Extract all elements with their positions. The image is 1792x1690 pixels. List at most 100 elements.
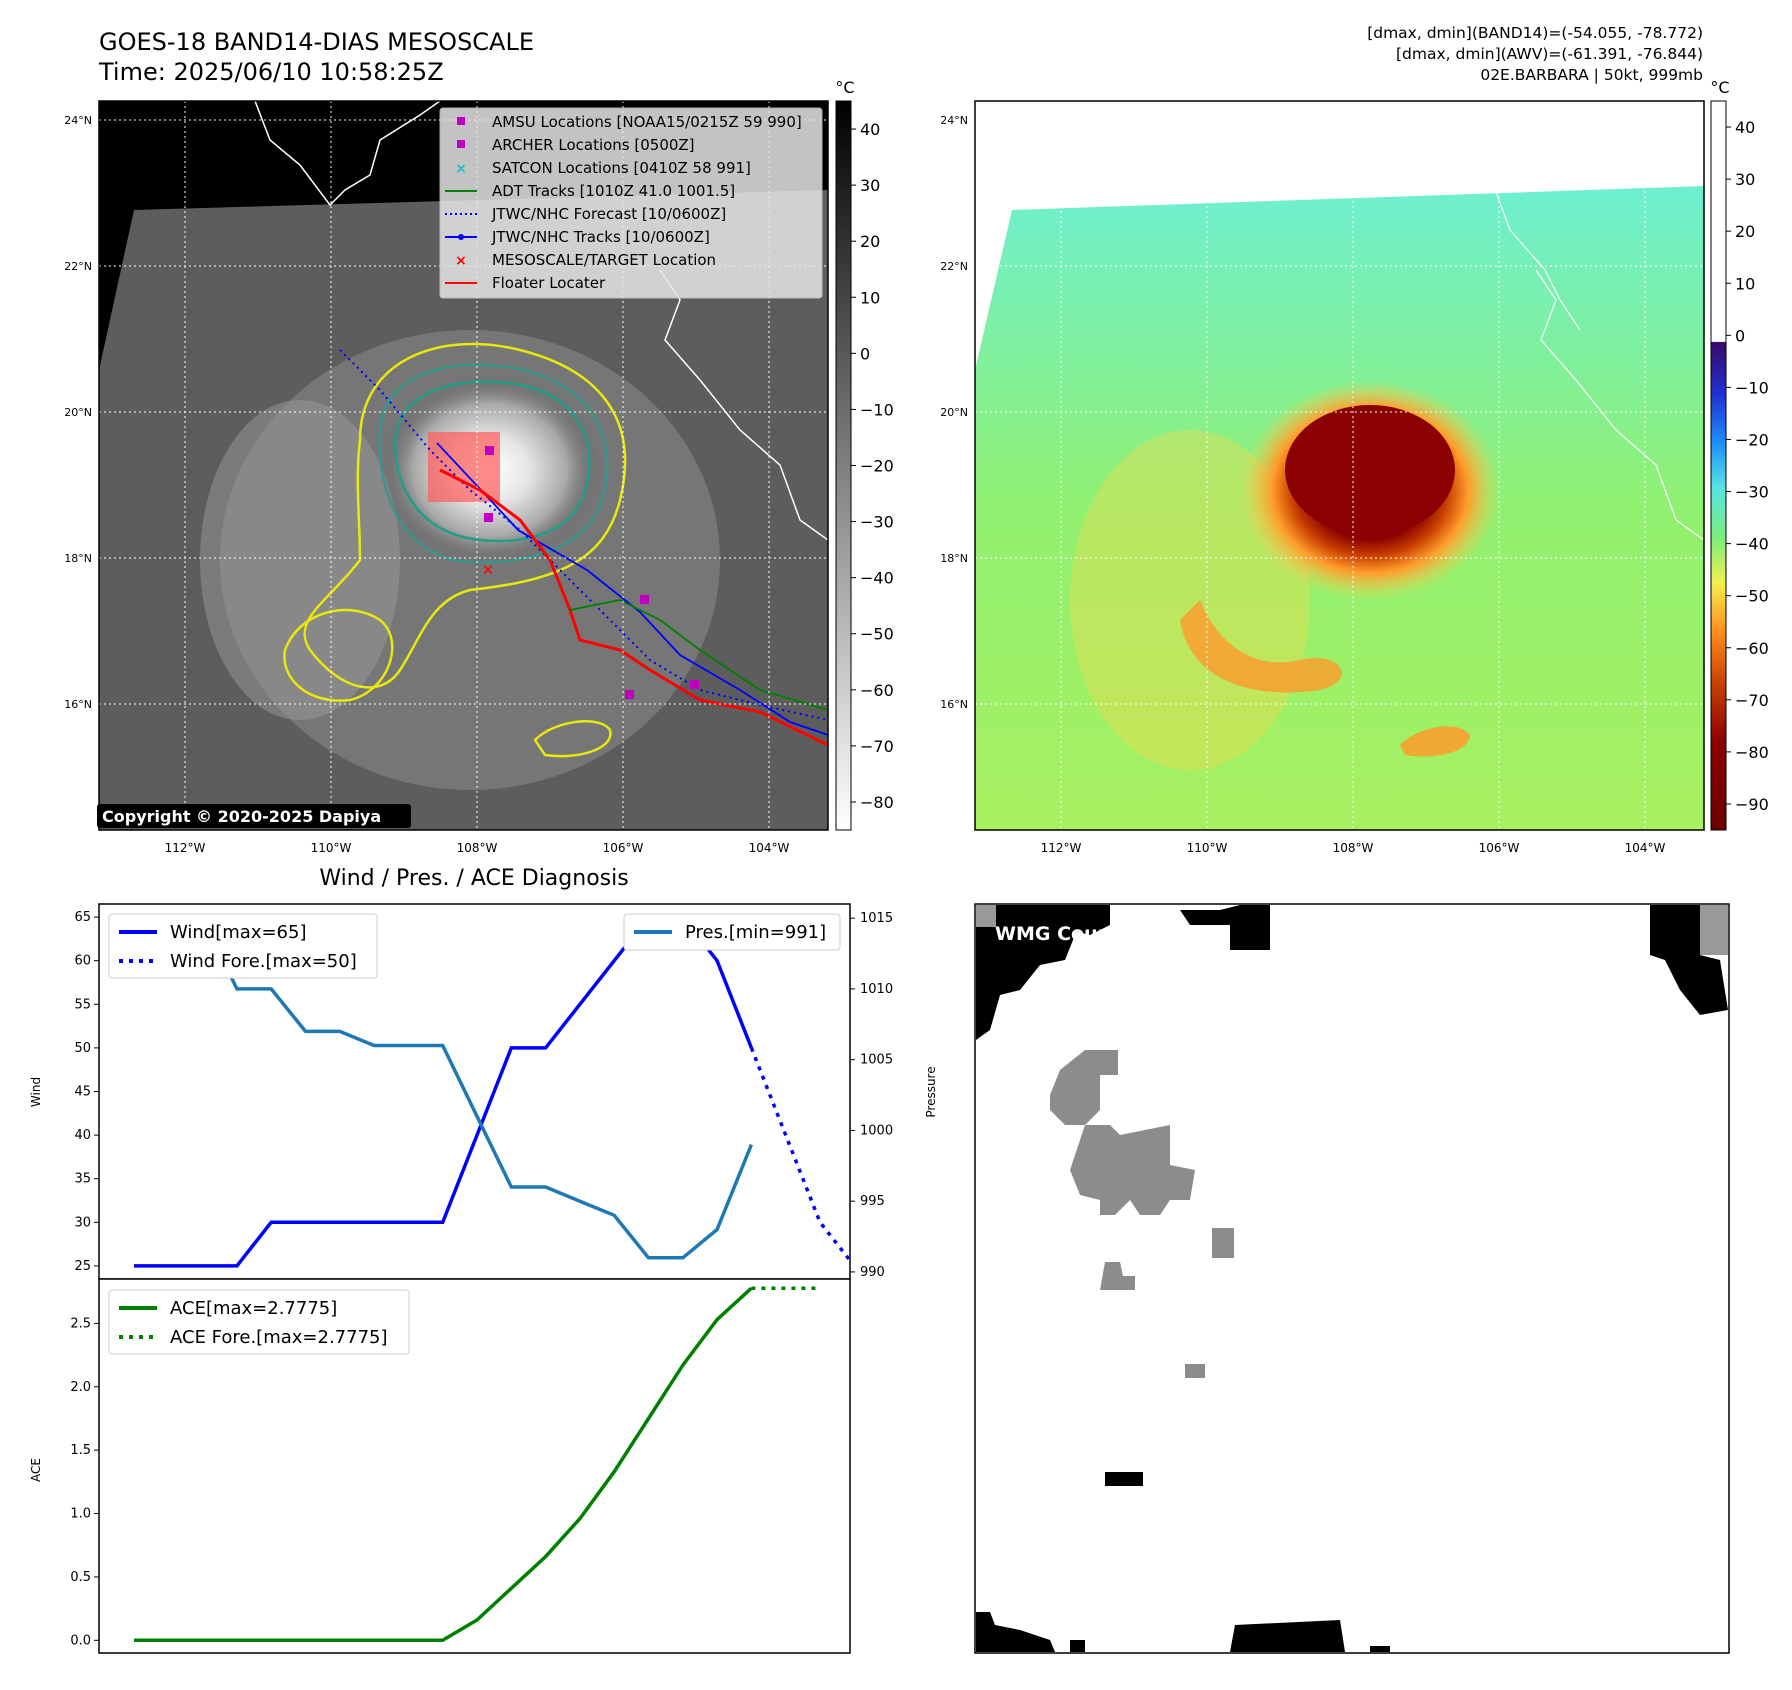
ace-chart: 0.0 0.5 1.0 1.5 2.0 2.5 ACE ACE[max=2.7775] A… bbox=[29, 1278, 851, 1654]
ace-line bbox=[134, 1286, 753, 1643]
wind-pressure-chart: 25 30 35 40 45 50 55 60 65 990 995 1000 1005 1010 1015… bbox=[29, 903, 938, 1280]
band-contour bbox=[283, 608, 394, 702]
lat-label: 20°N bbox=[940, 406, 968, 419]
legend-item: × MESOSCALE/TARGET Location bbox=[455, 251, 716, 269]
colorbar-tick-label: 30 bbox=[860, 176, 880, 195]
island-cloud bbox=[1400, 726, 1470, 757]
legend-item: JTWC/NHC Tracks [10/0600Z] bbox=[445, 228, 710, 246]
legend-label: JTWC/NHC Forecast [10/0600Z] bbox=[491, 205, 726, 223]
pressure-tick-label: 1005 bbox=[860, 1053, 893, 1068]
mask-gray-region bbox=[1212, 1228, 1234, 1258]
wind-tick-label: 35 bbox=[74, 1172, 91, 1187]
outer-band bbox=[1180, 600, 1342, 693]
lat-label: 16°N bbox=[940, 698, 968, 711]
legend-item: ARCHER Locations [0500Z] bbox=[457, 136, 695, 154]
coastline-baja bbox=[254, 101, 441, 207]
colorbar-tick-label: −20 bbox=[860, 457, 894, 476]
colorbar-tick-label: −70 bbox=[1735, 691, 1769, 710]
colorbar-tick-label: 10 bbox=[860, 288, 880, 307]
wind-tick-label: 60 bbox=[74, 954, 91, 969]
legend-ace-forecast: ACE Fore.[max=2.7775] bbox=[170, 1327, 388, 1348]
mask-black-region bbox=[1370, 1646, 1390, 1652]
lon-label: 108°W bbox=[1333, 841, 1374, 855]
mask-black-region bbox=[1105, 1472, 1143, 1486]
mask-black-region bbox=[976, 905, 1075, 1040]
ir-map-panel: × AMSU Locations [NOAA15/0215Z 59 990] AR… bbox=[64, 100, 829, 855]
lat-label: 18°N bbox=[64, 552, 92, 565]
colorbar-tick-label: 20 bbox=[1735, 222, 1755, 241]
lon-label: 108°W bbox=[457, 841, 498, 855]
lon-label: 104°W bbox=[1625, 841, 1666, 855]
floater-box bbox=[428, 432, 500, 502]
best-track bbox=[436, 442, 828, 736]
colorbar-tick-label: 10 bbox=[1735, 274, 1755, 293]
legend-marker-x: × bbox=[455, 253, 467, 269]
legend-item: × SATCON Locations [0410Z 58 991] bbox=[455, 159, 751, 177]
legend-label: ARCHER Locations [0500Z] bbox=[492, 136, 695, 154]
mask-black-region bbox=[1180, 905, 1270, 950]
lon-label: 106°W bbox=[1479, 841, 1520, 855]
lon-label: 110°W bbox=[311, 841, 352, 855]
lat-label: 22°N bbox=[64, 260, 92, 273]
color-colorbar-unit: °C bbox=[1710, 78, 1729, 97]
mask-gray-region bbox=[1070, 1125, 1195, 1215]
colorbar-tick-label: −30 bbox=[1735, 483, 1769, 502]
wind-tick-label: 30 bbox=[74, 1215, 91, 1230]
legend-item: Floater Locater bbox=[445, 274, 606, 292]
wind-tick-label: 50 bbox=[74, 1041, 91, 1056]
lat-label: 24°N bbox=[64, 114, 92, 127]
lat-label: 20°N bbox=[64, 406, 92, 419]
stats-storm: 02E.BARBARA | 50kt, 999mb bbox=[1480, 66, 1703, 84]
legend-ace: ACE[max=2.7775] bbox=[170, 1298, 337, 1319]
ace-legend: ACE[max=2.7775] ACE Fore.[max=2.7775] bbox=[108, 1289, 410, 1355]
legend-wind: Wind[max=65] bbox=[170, 922, 307, 943]
ace-axis-label: ACE bbox=[29, 1458, 43, 1482]
copyright-text: Copyright © 2020-2025 Dapiya bbox=[102, 807, 381, 826]
figure-time: Time: 2025/06/10 10:58:25Z bbox=[98, 58, 444, 86]
archer-marker bbox=[690, 680, 699, 689]
lon-label: 104°W bbox=[749, 841, 790, 855]
wind-legend: Wind[max=65] Wind Fore.[max=50] bbox=[108, 913, 378, 979]
archer-marker bbox=[484, 513, 493, 522]
lon-label: 112°W bbox=[165, 841, 206, 855]
color-colorbar: °C 40 30 20 10 0 −10 −20 −30 −40 −50 −60 −70 −80 −90 bbox=[1710, 78, 1769, 831]
figure-title: GOES-18 BAND14-DIAS MESOSCALE bbox=[99, 28, 534, 56]
lon-label: 112°W bbox=[1041, 841, 1082, 855]
forecast-track bbox=[339, 349, 828, 721]
legend-pressure: Pres.[min=991] bbox=[685, 922, 826, 943]
wind-tick-label: 65 bbox=[74, 910, 91, 925]
colorbar-tick-label: −20 bbox=[1735, 430, 1769, 449]
legend-marker-x: × bbox=[455, 161, 467, 177]
coastline-mexico bbox=[659, 269, 828, 541]
colorbar-tick-label: −60 bbox=[1735, 639, 1769, 658]
storm-contour-mid bbox=[378, 363, 609, 564]
legend-marker-square bbox=[457, 140, 465, 148]
colorbar-tick-label: −80 bbox=[1735, 743, 1769, 762]
legend-marker-square bbox=[457, 117, 465, 125]
colorbar-tick-label: −50 bbox=[860, 625, 894, 644]
legend-item: AMSU Locations [NOAA15/0215Z 59 990] bbox=[457, 113, 802, 131]
stats-awv: [dmax, dmin](AWV)=(-61.391, -76.844) bbox=[1396, 45, 1703, 63]
legend-item: JTWC/NHC Forecast [10/0600Z] bbox=[445, 205, 726, 223]
wind-tick-label: 40 bbox=[74, 1128, 91, 1143]
colorbar-tick-label: 40 bbox=[860, 120, 880, 139]
coastline-baja bbox=[1495, 191, 1581, 331]
mask-black-region bbox=[1230, 1620, 1345, 1652]
legend-item: ADT Tracks [1010Z 41.0 1001.5] bbox=[445, 182, 735, 200]
archer-marker bbox=[640, 595, 649, 604]
mask-black-region bbox=[1070, 1640, 1085, 1652]
legend-label: ADT Tracks [1010Z 41.0 1001.5] bbox=[492, 182, 735, 200]
colorbar-tick-label: 0 bbox=[860, 344, 870, 363]
colorbar-tick-label: 20 bbox=[860, 232, 880, 251]
mask-gray-region bbox=[1185, 1364, 1205, 1378]
lat-label: 16°N bbox=[64, 698, 92, 711]
legend-label: SATCON Locations [0410Z 58 991] bbox=[492, 159, 751, 177]
pressure-tick-label: 990 bbox=[860, 1265, 885, 1280]
wmg-panel: WMG Count: 0 bbox=[974, 903, 1730, 1654]
ace-tick-label: 2.5 bbox=[70, 1316, 91, 1331]
colorbar-tick-label: −90 bbox=[1735, 795, 1769, 814]
ace-tick-label: 1.5 bbox=[70, 1443, 91, 1458]
legend-label: AMSU Locations [NOAA15/0215Z 59 990] bbox=[492, 113, 802, 131]
legend-marker-dot bbox=[458, 234, 464, 240]
wind-tick-label: 25 bbox=[74, 1259, 91, 1274]
